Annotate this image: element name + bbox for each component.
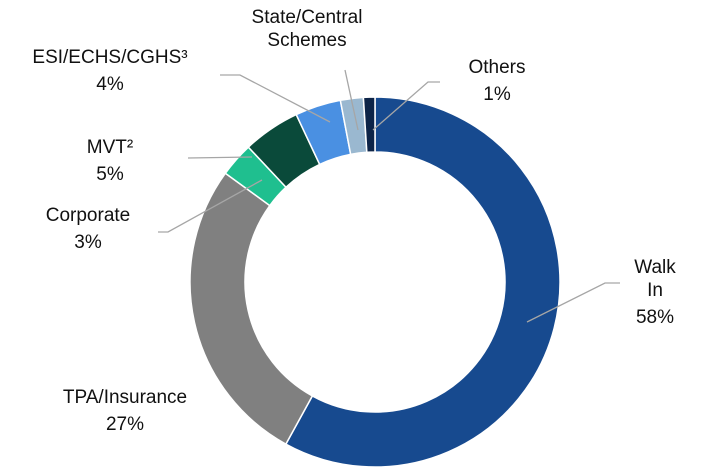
leader-line <box>220 74 331 123</box>
value-label: 58% <box>635 307 675 328</box>
value-label: 27% <box>105 414 145 435</box>
value-label: 5% <box>96 164 124 185</box>
donut-slice <box>284 96 561 468</box>
category-label: TPA/Insurance <box>62 387 188 408</box>
value-label: 3% <box>74 232 102 253</box>
category-label: ESI/ECHS/CGHS³ <box>32 47 188 68</box>
category-label: Others <box>468 57 526 78</box>
value-label: 4% <box>96 74 124 95</box>
leader-line <box>158 179 263 233</box>
leader-line <box>372 81 440 131</box>
category-label: MVT² <box>86 137 134 158</box>
donut-slice <box>362 96 376 154</box>
leader-line <box>526 282 620 323</box>
category-label: Walk In <box>634 257 676 301</box>
leader-line <box>187 156 253 159</box>
category-label: State/Central Schemes <box>251 7 363 51</box>
value-label: 1% <box>483 84 511 105</box>
leader-line <box>344 69 359 131</box>
category-label: Corporate <box>45 205 131 226</box>
donut-slice <box>189 172 314 446</box>
